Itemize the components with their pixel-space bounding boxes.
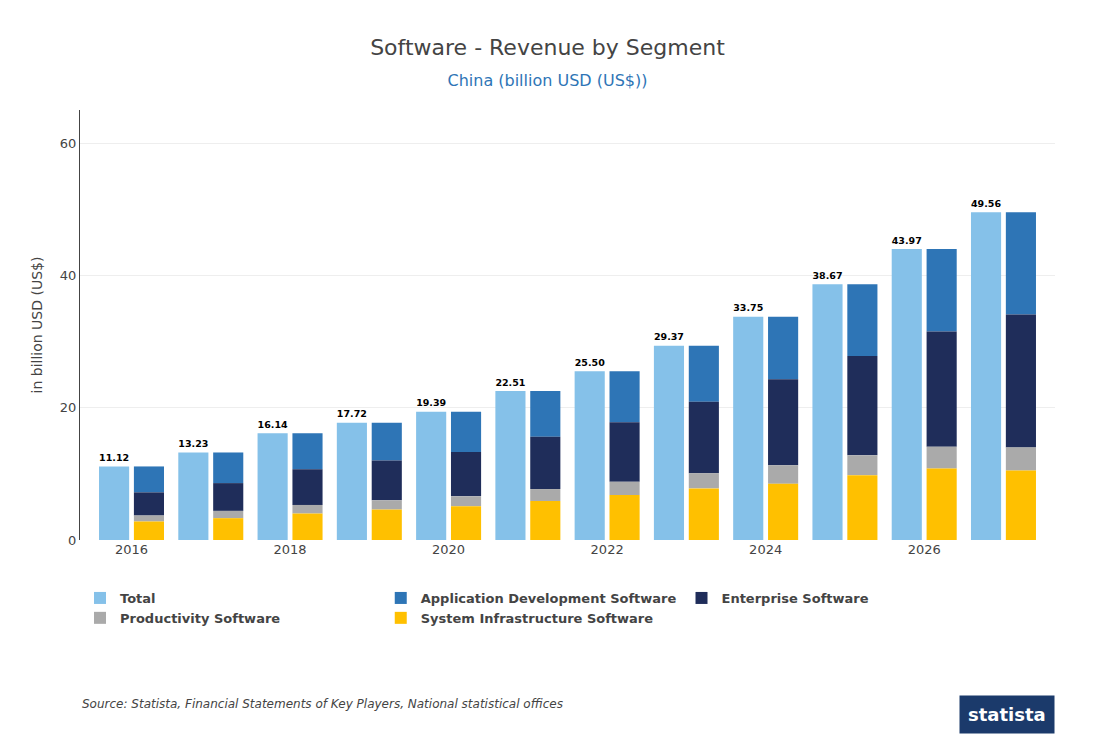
svg-text:29.37: 29.37 <box>654 331 684 342</box>
svg-text:2018: 2018 <box>274 542 307 557</box>
svg-text:33.75: 33.75 <box>733 302 763 313</box>
svg-text:49.56: 49.56 <box>971 198 1001 209</box>
svg-text:Total: Total <box>120 591 156 606</box>
svg-text:13.23: 13.23 <box>178 438 208 449</box>
svg-text:2026: 2026 <box>908 542 941 557</box>
svg-text:2022: 2022 <box>591 542 624 557</box>
svg-text:China (billion USD (US$)): China (billion USD (US$)) <box>447 71 647 90</box>
svg-text:22.51: 22.51 <box>495 377 525 388</box>
svg-text:11.12: 11.12 <box>99 452 129 463</box>
svg-text:60: 60 <box>60 136 77 151</box>
svg-text:statista: statista <box>968 704 1046 725</box>
svg-text:2024: 2024 <box>749 542 782 557</box>
svg-text:17.72: 17.72 <box>337 408 367 419</box>
svg-text:16.14: 16.14 <box>258 419 288 430</box>
svg-text:Source: Statista, Financial St: Source: Statista, Financial Statements o… <box>82 697 563 711</box>
svg-text:2020: 2020 <box>432 542 465 557</box>
svg-text:40: 40 <box>60 268 77 283</box>
svg-text:2016: 2016 <box>115 542 148 557</box>
svg-text:Software - Revenue by Segment: Software - Revenue by Segment <box>370 35 725 60</box>
svg-text:System Infrastructure Software: System Infrastructure Software <box>421 611 654 626</box>
svg-text:Application Development Softwa: Application Development Software <box>421 591 677 606</box>
svg-text:in billion USD (US$): in billion USD (US$) <box>29 257 45 394</box>
svg-text:38.67: 38.67 <box>812 270 842 281</box>
svg-text:19.39: 19.39 <box>416 397 446 408</box>
svg-text:20: 20 <box>60 400 77 415</box>
svg-text:25.50: 25.50 <box>575 357 605 368</box>
svg-text:Productivity Software: Productivity Software <box>120 611 280 626</box>
svg-text:Enterprise Software: Enterprise Software <box>722 591 869 606</box>
svg-text:43.97: 43.97 <box>892 235 922 246</box>
svg-text:0: 0 <box>68 533 76 548</box>
